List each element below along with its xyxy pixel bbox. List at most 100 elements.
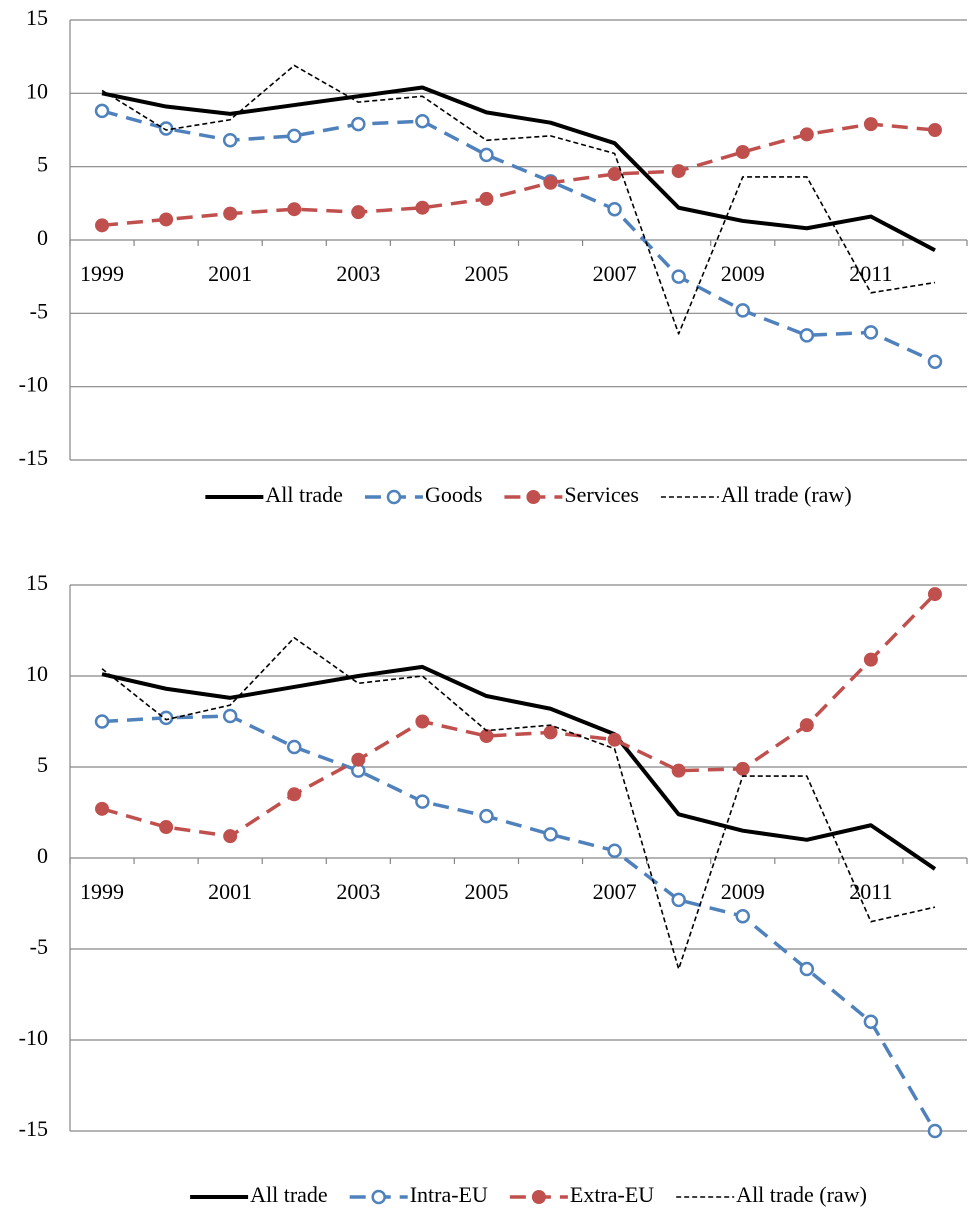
marker (863, 325, 879, 340)
marker (415, 200, 430, 215)
marker (415, 714, 430, 729)
marker (351, 752, 366, 767)
marker (799, 718, 814, 733)
marker (159, 212, 174, 227)
marker (799, 127, 814, 142)
y-tick-label: 5 (37, 752, 48, 777)
marker (287, 739, 302, 755)
y-tick-label: -5 (30, 298, 48, 323)
marker (222, 708, 238, 724)
y-tick-label: 10 (26, 78, 48, 103)
series-line (101, 64, 936, 335)
legend-label: All trade (raw) (721, 482, 852, 507)
legend: All trade Intra-EU Extra-EU All trade (raw) (190, 1182, 867, 1207)
marker (607, 167, 622, 181)
marker (735, 145, 750, 159)
marker (607, 843, 622, 858)
marker (223, 206, 238, 221)
y-tick-label: -15 (19, 1116, 48, 1141)
marker (526, 490, 541, 504)
series-line (101, 122, 936, 228)
marker (159, 820, 174, 835)
marker (351, 205, 366, 220)
legend-label: Goods (425, 482, 482, 507)
x-tick-label: 2005 (464, 261, 508, 286)
y-tick-label: -5 (30, 934, 48, 959)
series-line (101, 636, 936, 970)
marker (351, 116, 366, 132)
marker (95, 801, 110, 816)
marker (287, 202, 302, 217)
y-tick-label: 15 (26, 5, 48, 30)
marker (543, 827, 558, 842)
x-tick-label: 1999 (80, 261, 124, 286)
marker (863, 652, 878, 667)
marker (415, 794, 430, 809)
marker (927, 123, 942, 137)
marker (94, 714, 110, 729)
series-line (101, 714, 937, 1132)
marker (94, 103, 110, 119)
x-tick-label: 2011 (849, 879, 892, 904)
legend-label: Intra-EU (410, 1182, 488, 1207)
y-tick-label: -10 (19, 1025, 48, 1050)
x-tick-label: 2009 (721, 879, 765, 904)
marker (479, 729, 494, 744)
marker (479, 147, 494, 163)
y-tick-label: 0 (37, 843, 48, 868)
legend-label: Extra-EU (570, 1182, 654, 1207)
legend-label: Services (564, 482, 639, 507)
marker (735, 761, 750, 776)
x-tick-label: 2003 (336, 261, 380, 286)
y-tick-label: 15 (26, 570, 48, 595)
marker (415, 113, 430, 129)
y-tick-label: 0 (37, 225, 48, 250)
series-line (101, 85, 936, 253)
marker (671, 164, 686, 179)
marker (222, 133, 238, 148)
x-tick-label: 2001 (208, 879, 252, 904)
series-line (101, 109, 936, 364)
x-tick-label: 2001 (208, 261, 252, 286)
y-tick-label: -15 (19, 445, 48, 470)
y-tick-label: 5 (37, 152, 48, 177)
legend-label: All trade (250, 1182, 328, 1207)
x-tick-label: 2009 (721, 261, 765, 286)
marker (671, 269, 686, 284)
x-tick-label: 2003 (336, 879, 380, 904)
legend-label: All trade (raw) (736, 1182, 867, 1207)
x-tick-label: 2007 (593, 261, 637, 286)
marker (386, 489, 402, 505)
marker (479, 191, 494, 206)
marker (735, 303, 750, 318)
marker (927, 354, 943, 369)
marker (927, 1123, 943, 1139)
marker (158, 710, 174, 726)
marker (607, 201, 622, 217)
marker (671, 763, 686, 778)
marker (607, 732, 622, 747)
legend-label: All trade (265, 482, 343, 507)
marker (371, 1189, 386, 1205)
marker (158, 121, 174, 136)
marker (927, 587, 942, 602)
y-tick-label: 10 (26, 661, 48, 686)
series-line (101, 664, 937, 871)
marker (95, 218, 110, 233)
marker (735, 908, 750, 924)
legend: All trade Goods Services All trade (raw) (205, 482, 852, 507)
x-tick-label: 1999 (80, 879, 124, 904)
marker (531, 1190, 546, 1204)
marker (543, 725, 558, 740)
marker (223, 829, 238, 844)
marker (479, 808, 494, 824)
marker (863, 117, 878, 132)
marker (287, 128, 302, 144)
marker (543, 175, 558, 190)
marker (799, 961, 815, 977)
y-tick-label: -10 (19, 372, 48, 397)
marker (799, 328, 815, 343)
marker (863, 1014, 879, 1030)
